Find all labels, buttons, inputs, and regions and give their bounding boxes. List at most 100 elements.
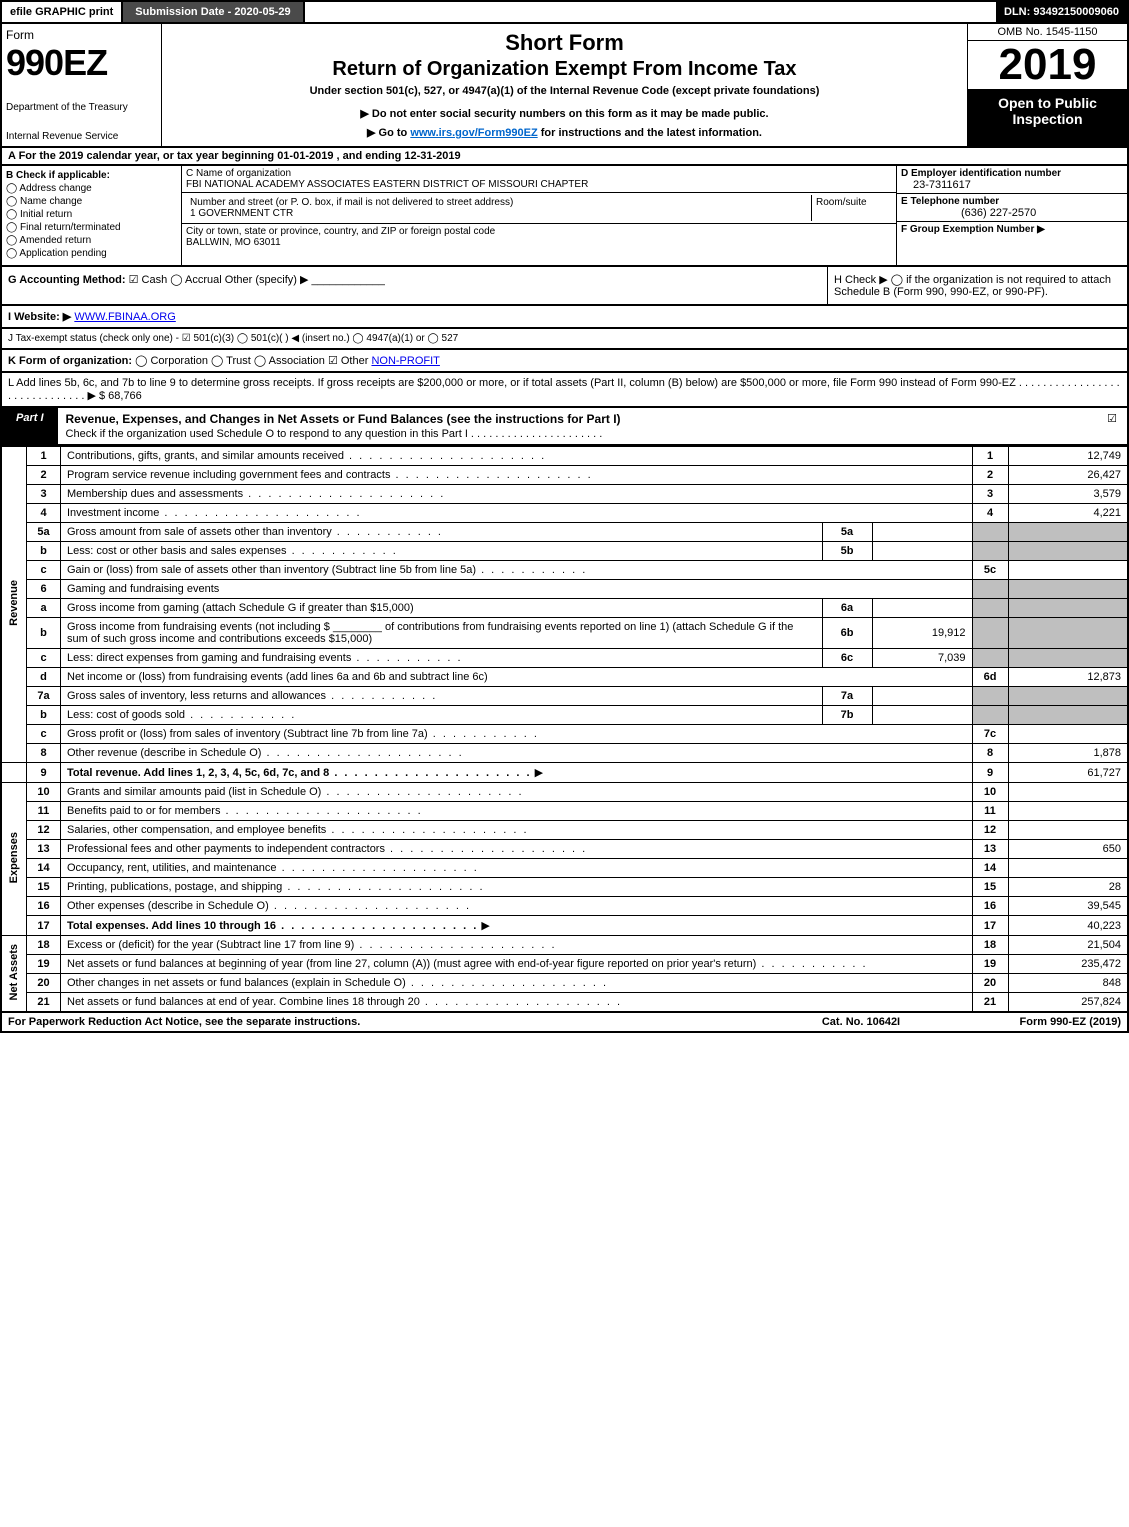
chk-final-return[interactable]: Final return/terminated bbox=[6, 222, 177, 233]
line-6c-desc: Less: direct expenses from gaming and fu… bbox=[61, 649, 823, 668]
footer-right: Form 990-EZ (2019) bbox=[961, 1016, 1121, 1028]
line-7b-num: b bbox=[27, 706, 61, 725]
line-13-desc: Professional fees and other payments to … bbox=[61, 840, 973, 859]
k-other-value[interactable]: NON-PROFIT bbox=[371, 355, 439, 367]
line-21-box: 21 bbox=[972, 993, 1008, 1013]
line-6c-subamt: 7,039 bbox=[872, 649, 972, 668]
line-7a-desc: Gross sales of inventory, less returns a… bbox=[61, 687, 823, 706]
line-18-box: 18 bbox=[972, 936, 1008, 955]
part-1-title-text: Revenue, Expenses, and Changes in Net As… bbox=[66, 412, 621, 426]
line-17-desc: Total expenses. Add lines 10 through 16 … bbox=[61, 916, 973, 936]
chk-address-change[interactable]: Address change bbox=[6, 183, 177, 194]
line-18-num: 18 bbox=[27, 936, 61, 955]
form-word: Form bbox=[6, 28, 157, 42]
k-label: K Form of organization: bbox=[8, 355, 132, 367]
line-5c-amt bbox=[1008, 561, 1128, 580]
footer-row: For Paperwork Reduction Act Notice, see … bbox=[0, 1013, 1129, 1033]
line-16-num: 16 bbox=[27, 897, 61, 916]
line-5b-amt-shaded bbox=[1008, 542, 1128, 561]
line-12-desc: Salaries, other compensation, and employ… bbox=[61, 821, 973, 840]
line-5a-subamt bbox=[872, 523, 972, 542]
line-7c-desc: Gross profit or (loss) from sales of inv… bbox=[61, 725, 973, 744]
line-19-amt: 235,472 bbox=[1008, 955, 1128, 974]
chk-amended-return[interactable]: Amended return bbox=[6, 235, 177, 246]
line-16-box: 16 bbox=[972, 897, 1008, 916]
line-16-amt: 39,545 bbox=[1008, 897, 1128, 916]
line-5a-sub: 5a bbox=[822, 523, 872, 542]
short-form-title: Short Form bbox=[168, 30, 961, 56]
line-11-box: 11 bbox=[972, 802, 1008, 821]
chk-accrual[interactable]: Accrual bbox=[170, 274, 221, 286]
header-grid: Form 990EZ Department of the Treasury In… bbox=[0, 24, 1129, 148]
k-options: ◯ Corporation ◯ Trust ◯ Association ☑ Ot… bbox=[135, 355, 368, 367]
line-15-amt: 28 bbox=[1008, 878, 1128, 897]
line-19-desc: Net assets or fund balances at beginning… bbox=[61, 955, 973, 974]
line-6c-num: c bbox=[27, 649, 61, 668]
line-20-amt: 848 bbox=[1008, 974, 1128, 993]
part-1-checkbox[interactable]: ☑ bbox=[1097, 408, 1127, 444]
line-14-amt bbox=[1008, 859, 1128, 878]
line-17-amt: 40,223 bbox=[1008, 916, 1128, 936]
row-g-h: G Accounting Method: Cash Accrual Other … bbox=[0, 267, 1129, 306]
chk-application-pending[interactable]: Application pending bbox=[6, 248, 177, 259]
line-5b-box-shaded bbox=[972, 542, 1008, 561]
line-7c-box: 7c bbox=[972, 725, 1008, 744]
chk-initial-return[interactable]: Initial return bbox=[6, 209, 177, 220]
line-7a-amt-shaded bbox=[1008, 687, 1128, 706]
line-2-box: 2 bbox=[972, 466, 1008, 485]
group-exemption-block: F Group Exemption Number ▶ bbox=[897, 222, 1127, 237]
line-6-desc: Gaming and fundraising events bbox=[61, 580, 973, 599]
line-1-desc: Contributions, gifts, grants, and simila… bbox=[61, 447, 973, 466]
line-6a-box-shaded bbox=[972, 599, 1008, 618]
line-13-box: 13 bbox=[972, 840, 1008, 859]
city-block: City or town, state or province, country… bbox=[182, 224, 896, 250]
dept-treasury: Department of the Treasury bbox=[6, 102, 157, 113]
line-18-desc: Excess or (deficit) for the year (Subtra… bbox=[61, 936, 973, 955]
line-7b-box-shaded bbox=[972, 706, 1008, 725]
goto-link[interactable]: www.irs.gov/Form990EZ bbox=[410, 127, 537, 139]
chk-name-change[interactable]: Name change bbox=[6, 196, 177, 207]
website-label: I Website: ▶ bbox=[8, 311, 71, 323]
efile-label[interactable]: efile GRAPHIC print bbox=[2, 2, 123, 22]
line-20-num: 20 bbox=[27, 974, 61, 993]
line-6d-desc: Net income or (loss) from fundraising ev… bbox=[61, 668, 973, 687]
phone-label: E Telephone number bbox=[901, 196, 999, 207]
line-6b-num: b bbox=[27, 618, 61, 649]
line-12-box: 12 bbox=[972, 821, 1008, 840]
line-15-box: 15 bbox=[972, 878, 1008, 897]
revenue-side-label: Revenue bbox=[1, 447, 27, 763]
header-right: OMB No. 1545-1150 2019 Open to Public In… bbox=[967, 24, 1127, 146]
line-18-amt: 21,504 bbox=[1008, 936, 1128, 955]
addr-label: Number and street (or P. O. box, if mail… bbox=[190, 197, 807, 208]
line-2-num: 2 bbox=[27, 466, 61, 485]
line-6b-amt-shaded bbox=[1008, 618, 1128, 649]
line-13-num: 13 bbox=[27, 840, 61, 859]
return-title: Return of Organization Exempt From Incom… bbox=[168, 58, 961, 81]
row-k-form-org: K Form of organization: ◯ Corporation ◯ … bbox=[0, 350, 1129, 373]
column-c: C Name of organization FBI NATIONAL ACAD… bbox=[182, 166, 897, 265]
revenue-side-end bbox=[1, 763, 27, 783]
line-21-desc: Net assets or fund balances at end of ye… bbox=[61, 993, 973, 1013]
line-8-box: 8 bbox=[972, 744, 1008, 763]
website-link[interactable]: WWW.FBINAA.ORG bbox=[74, 311, 175, 323]
line-2-amt: 26,427 bbox=[1008, 466, 1128, 485]
chk-cash[interactable]: Cash bbox=[129, 274, 168, 286]
submission-date: Submission Date - 2020-05-29 bbox=[123, 2, 304, 22]
line-7a-sub: 7a bbox=[822, 687, 872, 706]
line-9-amt: 61,727 bbox=[1008, 763, 1128, 783]
line-20-box: 20 bbox=[972, 974, 1008, 993]
line-14-num: 14 bbox=[27, 859, 61, 878]
line-9-num: 9 bbox=[27, 763, 61, 783]
org-name-label: C Name of organization bbox=[186, 168, 892, 179]
line-10-amt bbox=[1008, 783, 1128, 802]
part-1-subtitle: Check if the organization used Schedule … bbox=[66, 428, 603, 440]
phone-block: E Telephone number (636) 227-2570 bbox=[897, 194, 1127, 222]
main-table: Revenue 1 Contributions, gifts, grants, … bbox=[0, 446, 1129, 1013]
line-19-num: 19 bbox=[27, 955, 61, 974]
header-center: Short Form Return of Organization Exempt… bbox=[162, 24, 967, 146]
line-10-num: 10 bbox=[27, 783, 61, 802]
line-7a-subamt bbox=[872, 687, 972, 706]
line-7b-amt-shaded bbox=[1008, 706, 1128, 725]
part-1-tab: Part I bbox=[2, 408, 58, 444]
line-4-num: 4 bbox=[27, 504, 61, 523]
